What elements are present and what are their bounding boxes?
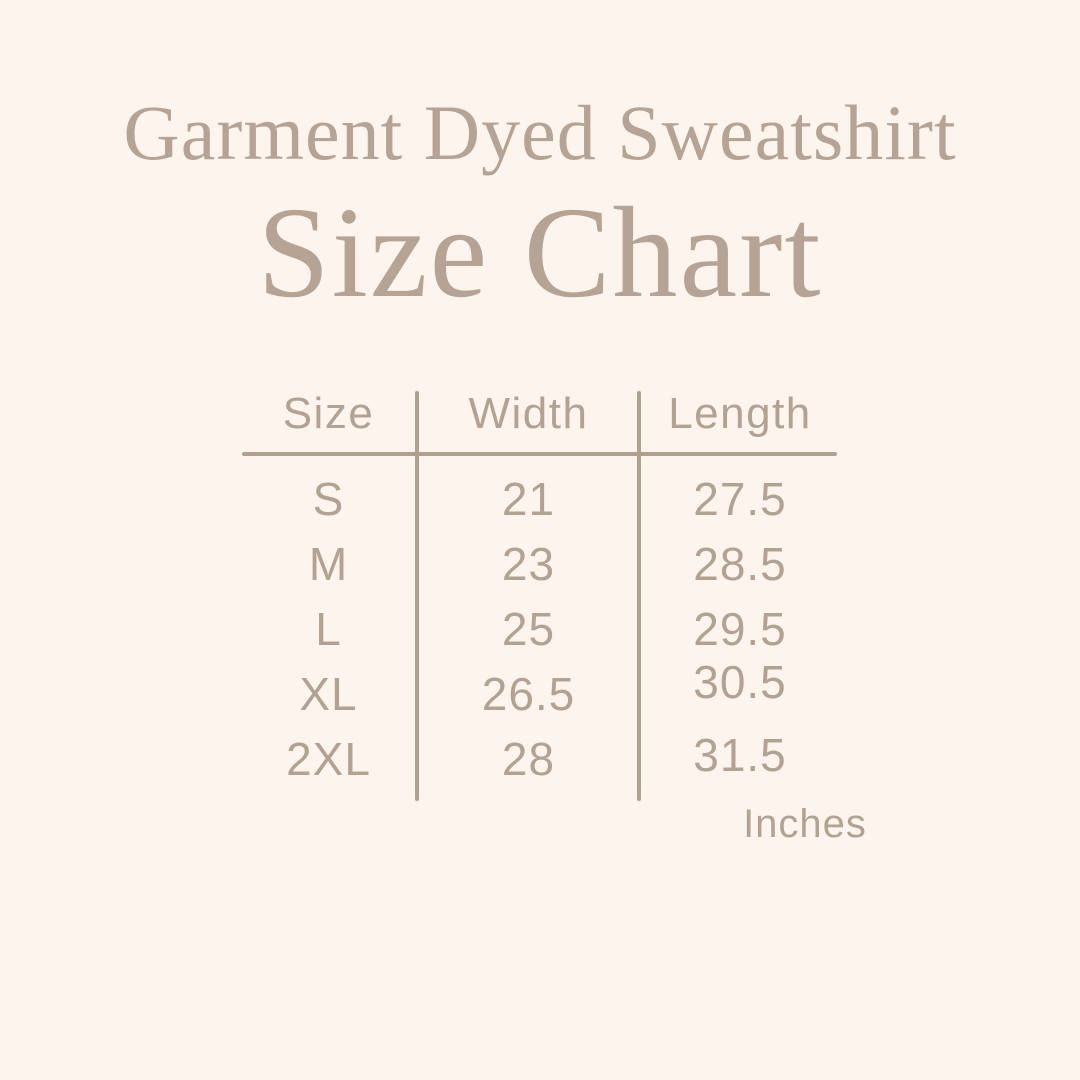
length-cell: 31.5 [693, 728, 787, 781]
unit-label: Inches [743, 802, 867, 846]
width-cell: 28 [501, 732, 556, 785]
table-row-s: S 21 27.5 [240, 466, 840, 531]
width-cell: 23 [501, 537, 556, 590]
length-cell: 27.5 [693, 472, 787, 525]
length-cell: 30.5 [693, 655, 787, 708]
header-rule [242, 452, 837, 456]
table-row-xl: XL 26.5 30.5 [240, 656, 840, 726]
width-cell: 25 [501, 602, 556, 655]
size-cell: XL [299, 667, 358, 720]
length-cell: 28.5 [693, 537, 787, 590]
table-row-l: L 25 29.5 [240, 596, 840, 661]
column-header-size: Size [282, 389, 375, 438]
column-divider-1 [415, 391, 419, 801]
table-row-m: M 23 28.5 [240, 531, 840, 596]
size-cell: L [315, 602, 342, 655]
length-cell: 29.5 [693, 602, 787, 655]
column-divider-2 [637, 391, 641, 801]
column-header-width: Width [468, 389, 589, 438]
width-cell: 21 [501, 472, 556, 525]
page-title: Garment Dyed Sweatshirt [123, 89, 957, 176]
table-header-row: Size Width Length [240, 383, 840, 445]
page-subtitle: Size Chart [257, 181, 823, 325]
size-cell: M [308, 537, 349, 590]
width-cell: 26.5 [481, 667, 576, 720]
column-header-length: Length [668, 389, 812, 438]
size-cell: S [312, 472, 345, 525]
size-cell: 2XL [286, 732, 371, 785]
table-body: S 21 27.5 M 23 28.5 L 25 29.5 XL 26.5 30… [240, 466, 840, 791]
table-row-2xl: 2XL 28 31.5 [240, 726, 840, 791]
